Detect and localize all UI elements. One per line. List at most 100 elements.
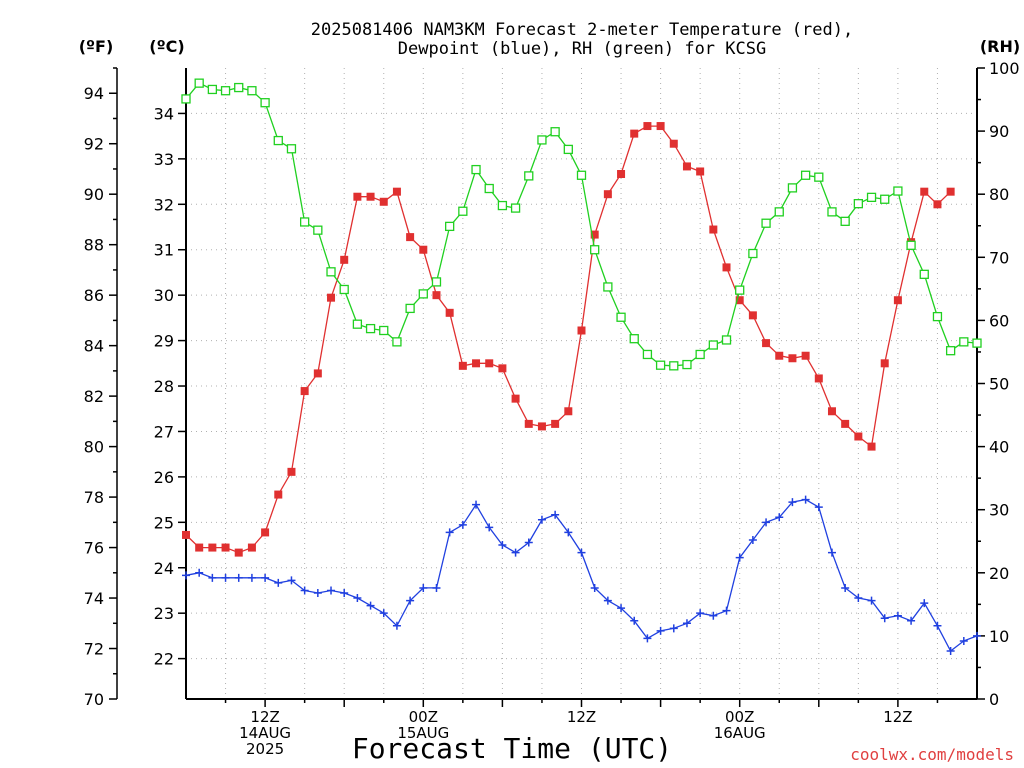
temperature-point [419, 245, 428, 254]
temperature-point [893, 296, 902, 305]
temperature-point [814, 374, 823, 383]
dewpoint-point [682, 619, 691, 628]
dewpoint-point [814, 503, 823, 512]
rh-tick-label: 0 [989, 690, 999, 709]
fahrenheit-tick-label: 88 [84, 236, 104, 255]
rh-point [365, 323, 376, 334]
celsius-tick-label: 30 [154, 286, 174, 305]
rh-point [708, 340, 718, 350]
x-axis-title: Forecast Time (UTC) [352, 732, 672, 765]
celsius-tick-label: 22 [154, 650, 174, 669]
fahrenheit-tick-label: 92 [84, 135, 104, 154]
temperature-point [366, 192, 375, 201]
dewpoint-point [696, 609, 705, 618]
rh-point [748, 248, 758, 259]
series-layer [181, 78, 982, 656]
temperature-point [208, 543, 217, 552]
dewpoint-point [458, 520, 467, 529]
rh-point [880, 194, 890, 204]
temperature-point [274, 490, 283, 499]
dewpoint-point [907, 616, 916, 625]
temperature-point [472, 359, 481, 368]
rh-point [853, 199, 863, 209]
celsius-tick-label: 31 [154, 241, 174, 260]
series-rh [181, 78, 982, 371]
rh-point [484, 183, 494, 194]
rh-point [932, 311, 943, 322]
dewpoint-point [182, 571, 190, 580]
temperature-point [788, 354, 797, 363]
rh-point [761, 218, 771, 228]
dewpoint-point [313, 588, 322, 597]
rh-point [299, 217, 310, 227]
fahrenheit-tick-label: 76 [84, 539, 104, 558]
temperature-point [327, 293, 336, 302]
dewpoint-point [564, 528, 573, 537]
series-dewpoint [182, 495, 981, 656]
rh-point [497, 200, 508, 211]
x-tick-label: 00Z [725, 708, 754, 726]
rh-point [959, 337, 969, 347]
dewpoint-point [973, 631, 981, 640]
dewpoint-point [406, 596, 415, 605]
temperature-point [287, 467, 296, 476]
dewpoint-point [261, 573, 270, 582]
rh-point [800, 170, 811, 180]
dewpoint-point [827, 548, 836, 557]
rh-point [352, 319, 363, 329]
dewpoint-point [234, 573, 243, 582]
temperature-point [261, 528, 270, 537]
credit-label: coolwx.com/models [850, 745, 1014, 764]
temperature-point [722, 263, 731, 272]
temperature-point [445, 308, 454, 317]
rh-point [629, 334, 639, 344]
rh-point [445, 221, 455, 232]
x-tick-label: 12Z [567, 708, 596, 726]
series-temperature [182, 122, 955, 557]
temperature-point [340, 255, 349, 264]
dewpoint-point [247, 573, 256, 582]
temperature-point [406, 233, 415, 242]
dewpoint-point [867, 596, 876, 605]
dewpoint-point [379, 609, 388, 618]
temperature-point [524, 419, 533, 428]
dewpoint-point [933, 621, 942, 630]
dewpoint-point [656, 626, 665, 635]
x-tick-label: 00Z [409, 708, 438, 726]
rh-tick-label: 90 [989, 122, 1009, 141]
rh-point [537, 135, 547, 145]
temperature-point [432, 291, 441, 300]
fahrenheit-tick-label: 90 [84, 185, 104, 204]
dewpoint-point [959, 636, 968, 645]
temperature-point [775, 351, 784, 360]
dewpoint-point [893, 611, 902, 620]
dewpoint-point [392, 621, 401, 630]
temperature-point [880, 359, 889, 368]
chart-title-line2: Dewpoint (blue), RH (green) for KCSG [398, 39, 766, 59]
dewpoint-point [327, 586, 336, 595]
x-tick-label: 15AUG [397, 724, 449, 742]
dewpoint-point [511, 548, 520, 557]
dewpoint-point [287, 576, 296, 585]
chart-title-line1: 2025081406 NAM3KM Forecast 2-meter Tempe… [311, 20, 853, 40]
rh-point [471, 164, 481, 175]
rh-point [247, 86, 257, 96]
rh-point [814, 172, 824, 182]
temperature-point [696, 167, 705, 176]
rh-point [286, 144, 297, 154]
celsius-unit-label: (ºC) [149, 37, 184, 56]
rh-point [234, 82, 244, 93]
dewpoint-point [617, 604, 626, 613]
dewpoint-point [498, 541, 507, 550]
temperature-point [946, 187, 955, 196]
fahrenheit-tick-label: 70 [84, 690, 104, 709]
temperature-point [485, 359, 494, 368]
axes: 70 72 74 76 78 80 82 84 86 88 90 92 94 22 23 24 25 26 27 28… [84, 59, 1020, 758]
rh-unit-label: (RH) [980, 37, 1020, 56]
rh-point [669, 361, 679, 371]
rh-point [906, 240, 916, 250]
x-tick-label: 2025 [246, 740, 284, 758]
rh-tick-label: 80 [989, 185, 1009, 204]
rh-tick-label: 100 [989, 59, 1020, 78]
celsius-tick-label: 25 [154, 513, 174, 532]
